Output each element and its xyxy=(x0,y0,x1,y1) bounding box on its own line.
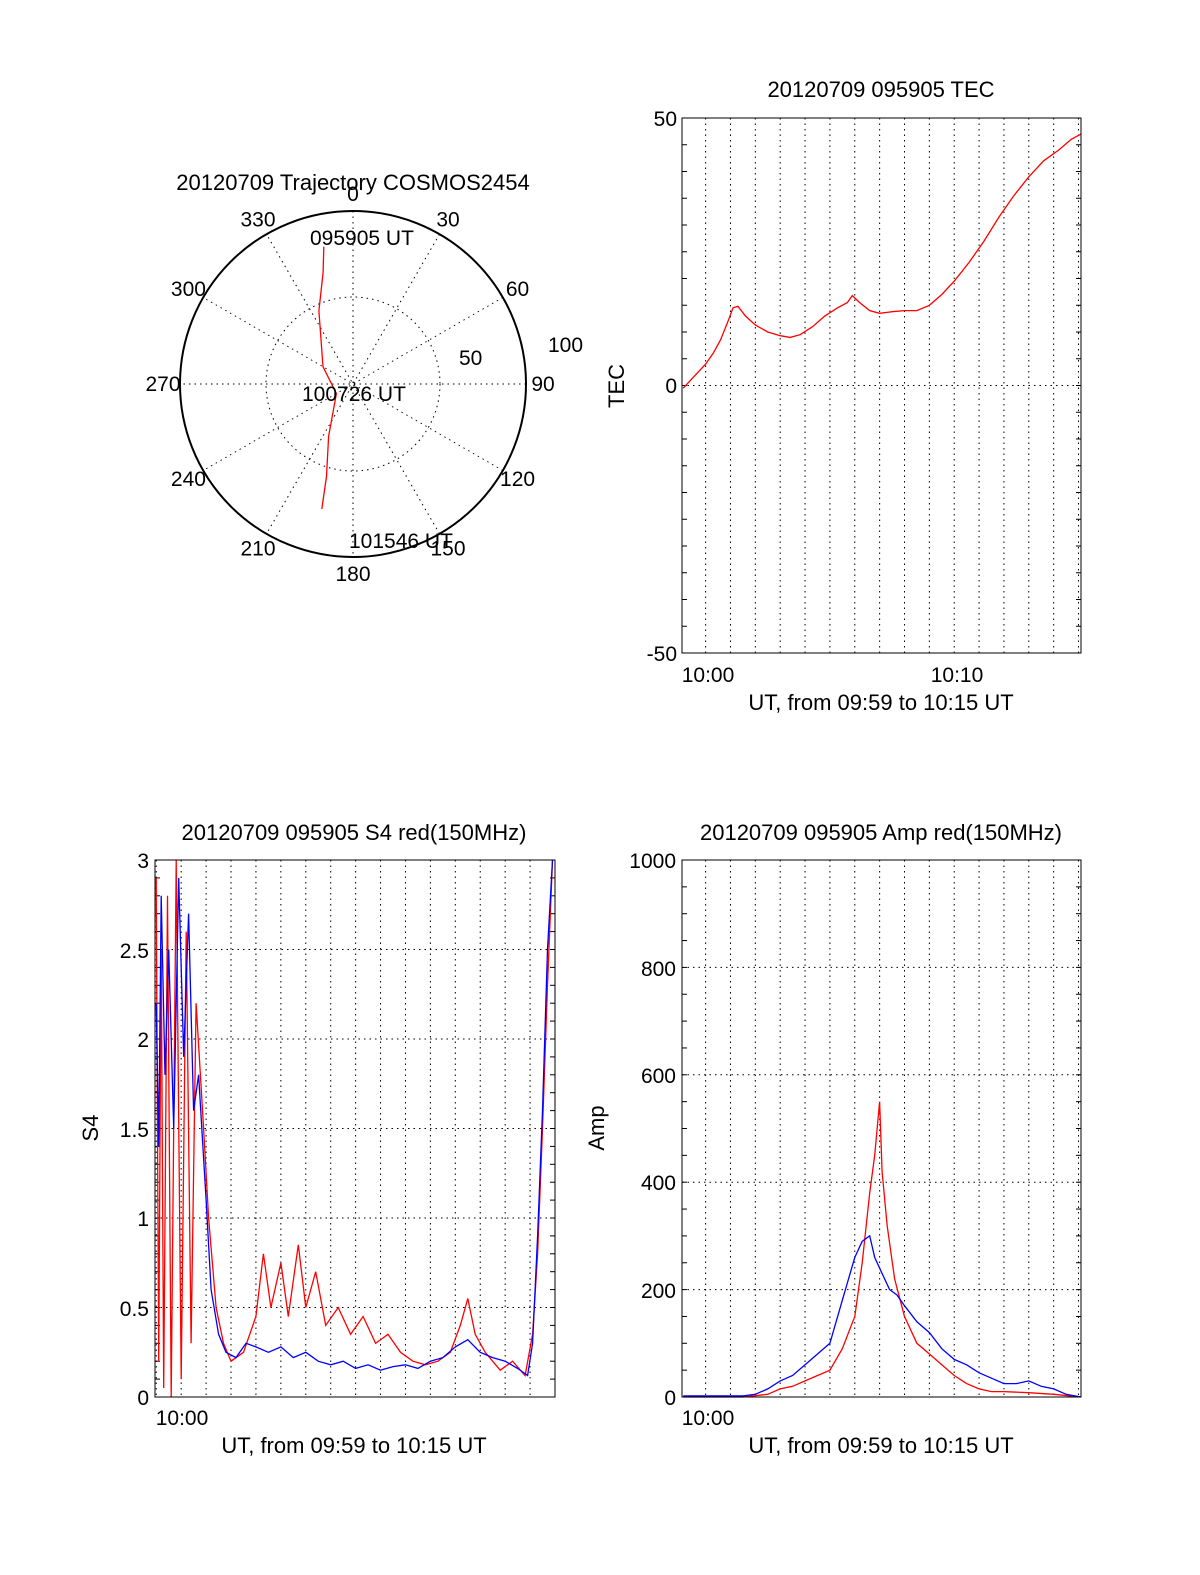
polar-angle-label: 330 xyxy=(240,208,275,231)
polar-angle-label: 60 xyxy=(506,278,529,301)
s4-series-line-1 xyxy=(155,859,554,1377)
polar-angle-label: 90 xyxy=(531,373,554,396)
tec-x-tick-label: 10:10 xyxy=(931,664,984,687)
trajectory-mid-label: 100726 UT xyxy=(302,383,406,406)
tec-chart: 20120709 095905 TEC 50 0 -50 10:00 10:10… xyxy=(604,77,1082,715)
s4-y-tick-label: 1 xyxy=(137,1208,149,1231)
amp-title: 20120709 095905 Amp red(150MHz) xyxy=(700,820,1062,845)
polar-angle-label: 180 xyxy=(335,563,370,586)
tec-y-tick-label: 0 xyxy=(665,375,677,398)
s4-chart: 20120709 095905 S4 red(150MHz) 0 0.5 1 1… xyxy=(78,820,556,1458)
polar-angle-label: 0 xyxy=(347,183,359,206)
polar-radial-label: 50 xyxy=(459,347,482,370)
polar-radial-label: 100 xyxy=(548,334,583,357)
s4-y-tick-label: 0 xyxy=(137,1387,149,1410)
polar-angle-labels: 0 30 60 90 120 150 180 210 240 270 300 330 xyxy=(145,183,554,586)
tec-x-tick-label: 10:00 xyxy=(682,664,735,687)
amp-series xyxy=(683,1101,1082,1398)
amp-series-line-1 xyxy=(683,1234,1082,1398)
polar-angle-label: 120 xyxy=(500,468,535,491)
amp-x-axis-label: UT, from 09:59 to 10:15 UT xyxy=(748,1433,1013,1458)
amp-plot-frame xyxy=(681,859,1082,1398)
polar-trajectory-chart: 20120709 Trajectory COSMOS2454 0 30 60 90 12… xyxy=(145,170,583,586)
amp-y-tick-label: 600 xyxy=(641,1065,676,1088)
s4-x-tick-label: 10:00 xyxy=(156,1407,209,1430)
tec-y-axis-label: TEC xyxy=(604,364,629,408)
s4-y-axis-label: S4 xyxy=(78,1115,103,1142)
trajectory-line xyxy=(318,246,338,510)
polar-angle-label: 300 xyxy=(171,278,206,301)
amp-y-tick-label: 200 xyxy=(641,1280,676,1303)
amp-chart: 20120709 095905 Amp red(150MHz) 0 200 40… xyxy=(584,820,1082,1458)
tec-grid xyxy=(682,118,1081,653)
tec-series xyxy=(682,133,1082,389)
polar-angle-label: 270 xyxy=(145,373,180,396)
tec-y-tick-label: -50 xyxy=(647,643,677,666)
polar-title: 20120709 Trajectory COSMOS2454 xyxy=(176,170,529,195)
s4-plot-frame xyxy=(154,859,556,1398)
tec-series-line-0 xyxy=(682,133,1082,389)
s4-y-tick-label: 2.5 xyxy=(120,940,149,963)
amp-y-tick-label: 0 xyxy=(664,1387,676,1410)
tec-x-axis-label: UT, from 09:59 to 10:15 UT xyxy=(748,690,1013,715)
trajectory-start-label: 095905 UT xyxy=(310,227,414,250)
tec-title: 20120709 095905 TEC xyxy=(767,77,994,102)
s4-y-tick-label: 2 xyxy=(137,1029,149,1052)
amp-y-tick-label: 400 xyxy=(641,1172,676,1195)
amp-grid xyxy=(682,860,1081,1397)
polar-inner-ring xyxy=(265,296,441,472)
polar-angle-label: 210 xyxy=(240,538,275,561)
amp-y-tick-label: 1000 xyxy=(629,850,676,873)
amp-y-axis-label: Amp xyxy=(584,1105,609,1150)
s4-series xyxy=(155,859,554,1398)
s4-y-tick-label: 3 xyxy=(137,850,149,873)
amp-x-tick-label: 10:00 xyxy=(682,1407,735,1430)
s4-x-axis-label: UT, from 09:59 to 10:15 UT xyxy=(221,1433,486,1458)
tec-y-tick-label: 50 xyxy=(654,108,677,131)
polar-angle-label: 150 xyxy=(430,538,465,561)
tec-plot-frame xyxy=(681,117,1082,654)
polar-angle-label: 30 xyxy=(436,208,459,231)
amp-y-tick-label: 800 xyxy=(641,958,676,981)
s4-y-tick-label: 1.5 xyxy=(120,1119,149,1142)
trajectory-end-label: 101546 UT xyxy=(349,530,453,553)
s4-title: 20120709 095905 S4 red(150MHz) xyxy=(182,820,527,845)
amp-series-line-0 xyxy=(683,1101,1082,1398)
polar-angle-label: 240 xyxy=(171,468,206,491)
s4-y-tick-label: 0.5 xyxy=(120,1298,149,1321)
